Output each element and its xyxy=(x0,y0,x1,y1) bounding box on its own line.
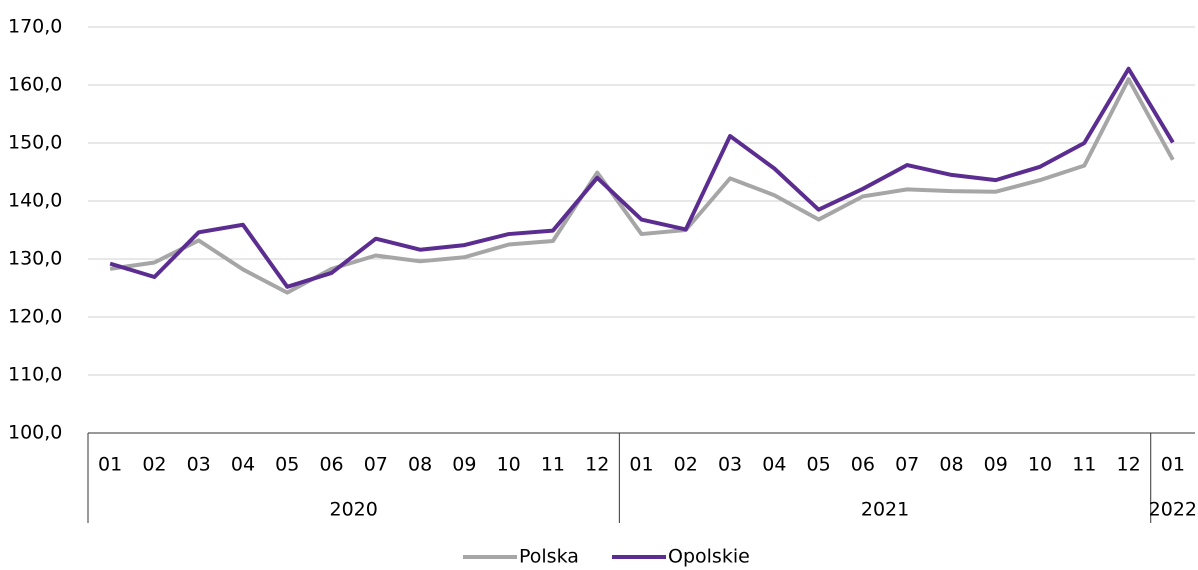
y-tick-label: 170,0 xyxy=(8,16,62,38)
x-tick-label: 06 xyxy=(319,454,343,476)
x-tick-label: 01 xyxy=(98,454,122,476)
legend-label: Polska xyxy=(519,546,579,568)
x-tick-label: 06 xyxy=(851,454,875,476)
series-line xyxy=(109,77,1175,295)
y-tick-label: 110,0 xyxy=(8,364,62,386)
x-tick-label: 03 xyxy=(718,454,742,476)
x-tick-label: 01 xyxy=(629,454,653,476)
y-tick-label: 120,0 xyxy=(8,306,62,328)
x-tick-label: 07 xyxy=(364,454,388,476)
x-tick-label: 10 xyxy=(1028,454,1052,476)
x-tick-label: 08 xyxy=(408,454,432,476)
x-tick-label: 09 xyxy=(452,454,476,476)
x-tick-label: 09 xyxy=(984,454,1008,476)
x-tick-label: 12 xyxy=(1116,454,1140,476)
y-tick-label: 140,0 xyxy=(8,190,62,212)
x-tick-label: 02 xyxy=(674,454,698,476)
y-tick-label: 160,0 xyxy=(8,74,62,96)
x-tick-label: 01 xyxy=(1161,454,1185,476)
x-tick-label: 05 xyxy=(807,454,831,476)
x-tick-label: 11 xyxy=(541,454,565,476)
group-label: 2021 xyxy=(861,499,909,521)
x-tick-label: 05 xyxy=(275,454,299,476)
x-tick-label: 04 xyxy=(231,454,255,476)
legend-label: Opolskie xyxy=(668,546,750,568)
x-tick-label: 04 xyxy=(762,454,786,476)
y-tick-label: 150,0 xyxy=(8,132,62,154)
group-label: 2020 xyxy=(330,499,378,521)
x-tick-label: 12 xyxy=(585,454,609,476)
x-tick-label: 07 xyxy=(895,454,919,476)
x-tick-label: 10 xyxy=(497,454,521,476)
x-tick-label: 03 xyxy=(187,454,211,476)
x-tick-label: 08 xyxy=(939,454,963,476)
group-label: 2022 xyxy=(1149,499,1197,521)
x-tick-label: 02 xyxy=(142,454,166,476)
y-tick-label: 100,0 xyxy=(8,422,62,444)
y-tick-label: 130,0 xyxy=(8,248,62,270)
x-tick-label: 11 xyxy=(1072,454,1096,476)
series-line xyxy=(109,66,1175,289)
